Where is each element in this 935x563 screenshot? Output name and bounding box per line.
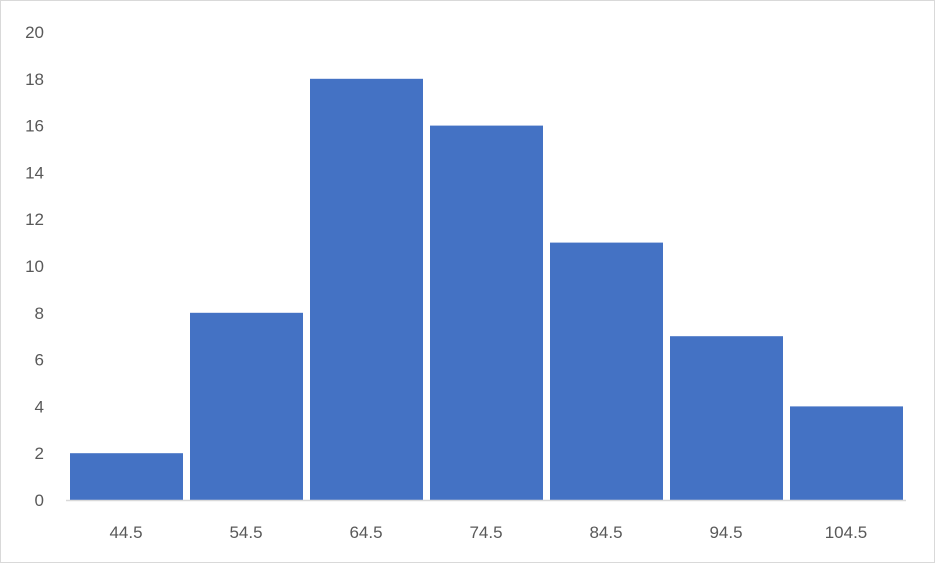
y-tick-label: 4: [35, 397, 44, 416]
y-tick-label: 20: [25, 23, 44, 42]
x-tick-label: 94.5: [709, 523, 742, 542]
bar-44.5: [70, 453, 183, 500]
x-tick-label: 104.5: [825, 523, 868, 542]
x-tick-label: 54.5: [229, 523, 262, 542]
x-tick-label: 74.5: [469, 523, 502, 542]
y-tick-label: 8: [35, 304, 44, 323]
y-tick-label: 0: [35, 491, 44, 510]
y-axis-ticks: 0 2 4 6 8 10 12 14 16 18 20: [25, 23, 44, 510]
bars: [70, 78, 903, 501]
x-tick-label: 44.5: [109, 523, 142, 542]
y-tick-label: 16: [25, 117, 44, 136]
bar-64.5: [310, 78, 423, 501]
x-tick-label: 84.5: [589, 523, 622, 542]
y-tick-label: 6: [35, 351, 44, 370]
y-tick-label: 12: [25, 210, 44, 229]
bar-54.5: [190, 312, 303, 500]
y-tick-label: 14: [25, 163, 44, 182]
bar-104.5: [790, 406, 903, 500]
y-tick-label: 10: [25, 257, 44, 276]
bar-94.5: [670, 336, 783, 500]
y-tick-label: 18: [25, 70, 44, 89]
x-tick-label: 64.5: [349, 523, 382, 542]
bar-84.5: [550, 242, 663, 500]
bar-74.5: [430, 125, 543, 500]
x-axis-ticks: 44.5 54.5 64.5 74.5 84.5 94.5 104.5: [109, 523, 867, 542]
y-tick-label: 2: [35, 444, 44, 463]
